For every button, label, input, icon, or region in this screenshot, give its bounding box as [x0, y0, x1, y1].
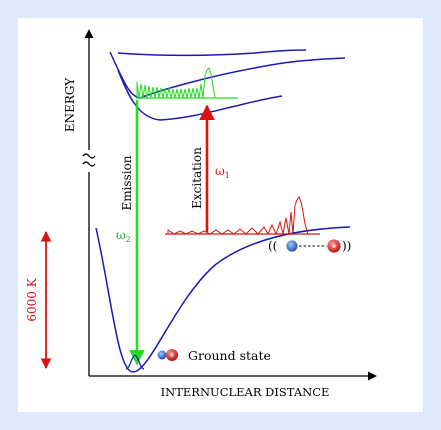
emission-label: Emission — [120, 155, 134, 210]
atom-blue — [285, 239, 299, 253]
ground-thermal-distribution — [165, 195, 320, 236]
excitation-label: Excitation — [190, 147, 204, 209]
omega1-label: ω1 — [215, 164, 230, 180]
molecule-open-brackets: (( — [268, 239, 277, 253]
excited-state-curve-middle — [109, 51, 346, 99]
stretched-molecule: (( )) — [268, 238, 351, 254]
temperature-label: 6000 K — [25, 277, 39, 321]
molecule-close-brackets: )) — [342, 239, 351, 253]
ground-state-peak — [125, 354, 145, 370]
diatomic-molecule-icon — [157, 349, 178, 361]
excited-vibrational-distribution — [136, 67, 238, 99]
excited-state-curve-lower — [117, 69, 283, 121]
ground-state-curve — [95, 226, 351, 373]
atom-red-highlight — [332, 244, 336, 248]
diagram-panel — [18, 18, 423, 412]
y-axis-label: ENERGY — [63, 77, 77, 132]
axis-break-icon — [82, 153, 96, 167]
x-axis-label: INTERNUCLEAR DISTANCE — [161, 385, 330, 399]
omega2-label: ω2 — [116, 228, 131, 244]
excited-state-curve-upper — [117, 49, 307, 56]
ground-state-label: Ground state — [188, 348, 271, 363]
